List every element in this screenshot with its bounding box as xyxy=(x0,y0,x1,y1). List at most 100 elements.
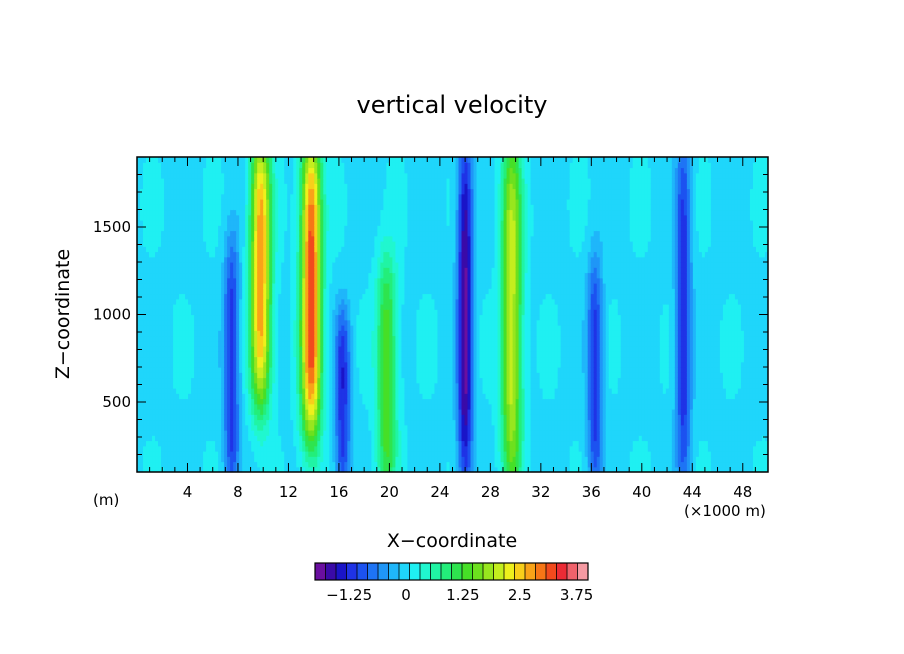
heatmap-cell xyxy=(158,356,162,363)
heatmap-cell xyxy=(227,367,231,373)
heatmap-cell xyxy=(200,430,204,436)
heatmap-cell xyxy=(158,304,162,310)
heatmap-cell xyxy=(137,440,141,447)
heatmap-cell xyxy=(155,157,159,163)
heatmap-cell xyxy=(143,377,147,384)
heatmap-cell xyxy=(170,309,174,316)
heatmap-cell xyxy=(236,214,240,221)
heatmap-cell xyxy=(242,288,246,295)
heatmap-cell xyxy=(143,319,147,326)
heatmap-cell xyxy=(221,393,225,400)
heatmap-cell xyxy=(137,304,141,310)
heatmap-cell xyxy=(191,351,195,358)
heatmap-cell xyxy=(215,172,219,179)
heatmap-cell xyxy=(209,277,213,284)
heatmap-cell xyxy=(203,225,207,232)
heatmap-cell xyxy=(170,377,174,384)
heatmap-cell xyxy=(146,209,150,216)
heatmap-cell xyxy=(194,214,198,221)
heatmap-cell xyxy=(182,162,186,169)
heatmap-cell xyxy=(230,204,234,211)
heatmap-cell xyxy=(191,204,195,211)
heatmap-cell xyxy=(140,325,144,331)
heatmap-cell xyxy=(221,346,225,352)
heatmap-cell xyxy=(206,241,210,247)
heatmap-cell xyxy=(137,167,141,174)
heatmap-cell xyxy=(251,162,255,169)
heatmap-cell xyxy=(242,398,246,405)
heatmap-cell xyxy=(152,157,156,163)
heatmap-cell xyxy=(191,220,195,226)
heatmap-cell xyxy=(236,393,240,400)
heatmap-cell xyxy=(209,424,213,431)
heatmap-cell xyxy=(176,277,180,284)
heatmap-cell xyxy=(242,262,246,268)
heatmap-cell xyxy=(176,225,180,232)
heatmap-cell xyxy=(227,398,231,405)
heatmap-cell xyxy=(170,409,174,415)
heatmap-cell xyxy=(170,335,174,342)
heatmap-cell xyxy=(215,414,219,421)
heatmap-cell xyxy=(242,403,246,410)
heatmap-cell xyxy=(206,199,210,205)
heatmap-cell xyxy=(230,398,234,405)
heatmap-cell xyxy=(248,209,252,216)
heatmap-cell xyxy=(245,167,249,174)
heatmap-cell xyxy=(182,157,186,163)
heatmap-cell xyxy=(218,440,222,447)
heatmap-cell xyxy=(224,440,228,447)
heatmap-cell xyxy=(167,251,171,258)
heatmap-cell xyxy=(191,435,195,442)
heatmap-cell xyxy=(185,235,189,242)
heatmap-cell xyxy=(164,199,168,205)
heatmap-cell xyxy=(161,377,165,384)
heatmap-cell xyxy=(248,298,252,305)
heatmap-cell xyxy=(218,351,222,358)
heatmap-cell xyxy=(221,398,225,405)
heatmap-cell xyxy=(179,351,183,358)
heatmap-cell xyxy=(143,351,147,358)
heatmap-cell xyxy=(245,188,249,195)
heatmap-cell xyxy=(227,230,231,237)
heatmap-cell xyxy=(137,435,141,442)
heatmap-cell xyxy=(152,209,156,216)
heatmap-cell xyxy=(236,199,240,205)
heatmap-cell xyxy=(185,424,189,431)
heatmap-cell xyxy=(254,298,258,305)
heatmap-cell xyxy=(245,335,249,342)
heatmap-cell xyxy=(239,351,243,358)
heatmap-cell xyxy=(200,235,204,242)
heatmap-cell xyxy=(176,183,180,190)
heatmap-cell xyxy=(158,262,162,268)
heatmap-cell xyxy=(185,214,189,221)
heatmap-cell xyxy=(194,298,198,305)
heatmap-cell xyxy=(239,246,243,253)
heatmap-cell xyxy=(224,382,228,389)
heatmap-cell xyxy=(143,440,147,447)
heatmap-cell xyxy=(254,351,258,358)
heatmap-cell xyxy=(146,403,150,410)
heatmap-cell xyxy=(239,319,243,326)
heatmap-cell xyxy=(185,267,189,274)
heatmap-cell xyxy=(245,388,249,394)
heatmap-cell xyxy=(227,199,231,205)
heatmap-cell xyxy=(155,356,159,363)
heatmap-cell xyxy=(233,209,237,216)
heatmap-cell xyxy=(200,283,204,289)
heatmap-cell xyxy=(143,183,147,190)
heatmap-cell xyxy=(146,424,150,431)
heatmap-cell xyxy=(212,251,216,258)
heatmap-cell xyxy=(200,246,204,253)
heatmap-cell xyxy=(179,335,183,342)
heatmap-cell xyxy=(167,393,171,400)
heatmap-cell xyxy=(218,246,222,253)
heatmap-cell xyxy=(182,393,186,400)
heatmap-cell xyxy=(167,199,171,205)
heatmap-cell xyxy=(218,178,222,184)
heatmap-cell xyxy=(140,304,144,310)
heatmap-cell xyxy=(233,335,237,342)
heatmap-cell xyxy=(215,330,219,337)
heatmap-cell xyxy=(188,183,192,190)
heatmap-cell xyxy=(200,445,204,452)
heatmap-cell xyxy=(161,220,165,226)
